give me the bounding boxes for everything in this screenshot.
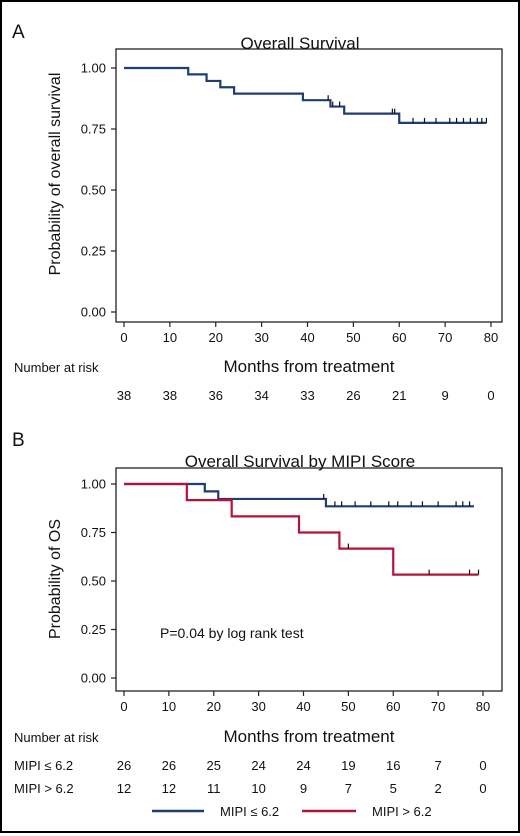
panel-a-risk-table: 38 38 36 34 33 26 21 9 0	[117, 388, 495, 403]
panel-a-x-axis-label: Months from treatment	[223, 357, 394, 376]
x-tick-label: 10	[162, 699, 176, 714]
risk-count: 12	[117, 781, 131, 796]
x-tick-label: 70	[438, 330, 452, 345]
risk-row-label: MIPI ≤ 6.2	[14, 758, 73, 773]
panel-b: B Overall Survival by MIPI Score Probabi…	[12, 430, 503, 819]
x-tick-label: 20	[209, 330, 223, 345]
y-tick-label: 0.50	[81, 574, 106, 589]
survival-curve-b-1	[124, 482, 479, 576]
survival-curve-a-0	[124, 66, 487, 124]
risk-count: 16	[386, 758, 400, 773]
risk-count: 7	[435, 758, 442, 773]
panel-a-letter: A	[12, 22, 25, 43]
x-tick-label: 60	[386, 699, 400, 714]
panel-b-y-axis-label: Probability of OS	[47, 519, 64, 639]
panel-a: A Overall Survival Probability of overal…	[12, 22, 503, 403]
risk-count: 21	[392, 388, 406, 403]
risk-row-label: MIPI > 6.2	[14, 781, 74, 796]
x-tick-label: 50	[346, 330, 360, 345]
risk-count: 12	[162, 781, 176, 796]
legend-label-mipi-low: MIPI ≤ 6.2	[220, 804, 279, 819]
panel-a-risk-label: Number at risk	[14, 360, 99, 375]
y-tick-label: 0.50	[81, 183, 106, 198]
panel-b-x-axis-label: Months from treatment	[223, 727, 394, 746]
x-tick-label: 80	[476, 699, 490, 714]
risk-count: 24	[251, 758, 265, 773]
x-tick-label: 20	[207, 699, 221, 714]
risk-row: MIPI ≤ 6.2 26 26 25 24 24 19 16 7 0	[14, 758, 487, 773]
risk-count: 33	[300, 388, 314, 403]
panel-a-plot-frame	[115, 48, 503, 323]
panel-b-title: Overall Survival by MIPI Score	[185, 452, 416, 471]
y-tick-label: 1.00	[81, 61, 106, 76]
y-tick-label: 0.75	[81, 122, 106, 137]
y-tick-label: 0.25	[81, 622, 106, 637]
risk-row: 38 38 36 34 33 26 21 9 0	[117, 388, 495, 403]
risk-count: 9	[442, 388, 449, 403]
y-tick-label: 0.75	[81, 525, 106, 540]
x-tick-label: 0	[120, 699, 127, 714]
panel-b-x-ticks: 0 10 20 30 40 50 60 70 80	[120, 691, 490, 714]
risk-count: 38	[117, 388, 131, 403]
panel-b-y-ticks: 0.00 0.25 0.50 0.75 1.00	[81, 477, 116, 686]
x-tick-label: 60	[392, 330, 406, 345]
risk-count: 19	[341, 758, 355, 773]
y-tick-label: 0.00	[81, 305, 106, 320]
x-tick-label: 70	[431, 699, 445, 714]
risk-count: 2	[435, 781, 442, 796]
risk-row: MIPI > 6.2 12 12 11 10 9 7 5 2 0	[14, 781, 487, 796]
legend-label-mipi-high: MIPI > 6.2	[372, 804, 432, 819]
x-tick-label: 80	[484, 330, 498, 345]
panel-b-p-value: P=0.04 by log rank test	[160, 625, 304, 641]
x-tick-label: 30	[254, 330, 268, 345]
x-tick-label: 0	[120, 330, 127, 345]
risk-count: 25	[207, 758, 221, 773]
risk-count: 24	[296, 758, 310, 773]
panel-a-title: Overall Survival	[240, 34, 359, 53]
risk-count: 11	[207, 781, 221, 796]
risk-count: 26	[346, 388, 360, 403]
x-tick-label: 40	[296, 699, 310, 714]
panel-b-series	[124, 482, 480, 576]
panel-b-risk-label: Number at risk	[14, 730, 99, 745]
risk-count: 0	[479, 781, 486, 796]
panel-b-risk-table: MIPI ≤ 6.2 26 26 25 24 24 19 16 7 0 MIPI…	[14, 758, 487, 796]
risk-count: 7	[345, 781, 352, 796]
risk-count: 5	[390, 781, 397, 796]
panel-b-plot-frame	[115, 467, 503, 692]
panel-a-x-ticks: 0 10 20 30 40 50 60 70 80	[120, 322, 498, 345]
risk-count: 10	[251, 781, 265, 796]
risk-count: 26	[162, 758, 176, 773]
y-tick-label: 0.25	[81, 244, 106, 259]
y-tick-label: 1.00	[81, 477, 106, 492]
panel-b-letter: B	[12, 430, 25, 451]
x-tick-label: 10	[163, 330, 177, 345]
panel-a-y-axis-label: Probability of overall survival	[47, 73, 64, 276]
legend: MIPI ≤ 6.2 MIPI > 6.2	[152, 804, 432, 819]
x-tick-label: 30	[251, 699, 265, 714]
risk-count: 0	[487, 388, 494, 403]
risk-count: 36	[209, 388, 223, 403]
risk-count: 0	[479, 758, 486, 773]
risk-count: 9	[300, 781, 307, 796]
risk-count: 34	[254, 388, 268, 403]
x-tick-label: 50	[341, 699, 355, 714]
y-tick-label: 0.00	[81, 671, 106, 686]
survival-curve-b-0	[124, 482, 475, 508]
x-tick-label: 40	[300, 330, 314, 345]
panel-a-y-ticks: 0.00 0.25 0.50 0.75 1.00	[81, 61, 116, 320]
risk-count: 26	[117, 758, 131, 773]
panel-a-series	[124, 66, 488, 124]
risk-count: 38	[163, 388, 177, 403]
